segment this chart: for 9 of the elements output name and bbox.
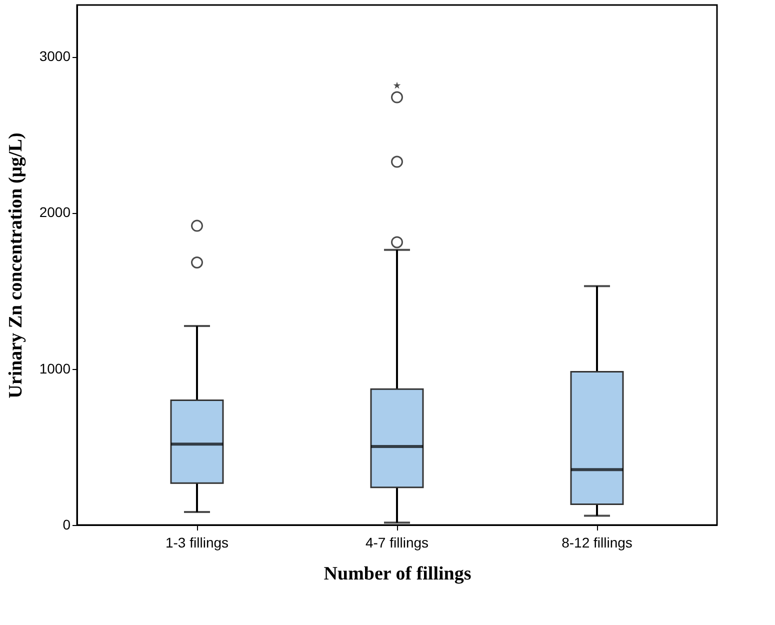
x-tick-label: 8-12 fillings xyxy=(562,534,632,550)
x-tick-label: 4-7 fillings xyxy=(365,534,429,550)
y-axis-title: Urinary Zn concentration (μg/L) xyxy=(5,132,26,398)
y-tick-label: 0 xyxy=(62,516,71,532)
x-tick-label: 1-3 fillings xyxy=(165,534,229,550)
y-tick-label: 1000 xyxy=(39,360,71,376)
y-tick-label: 2000 xyxy=(39,204,71,220)
x-axis-title: Number of fillings xyxy=(324,564,472,584)
y-tick-label: 3000 xyxy=(39,48,71,64)
